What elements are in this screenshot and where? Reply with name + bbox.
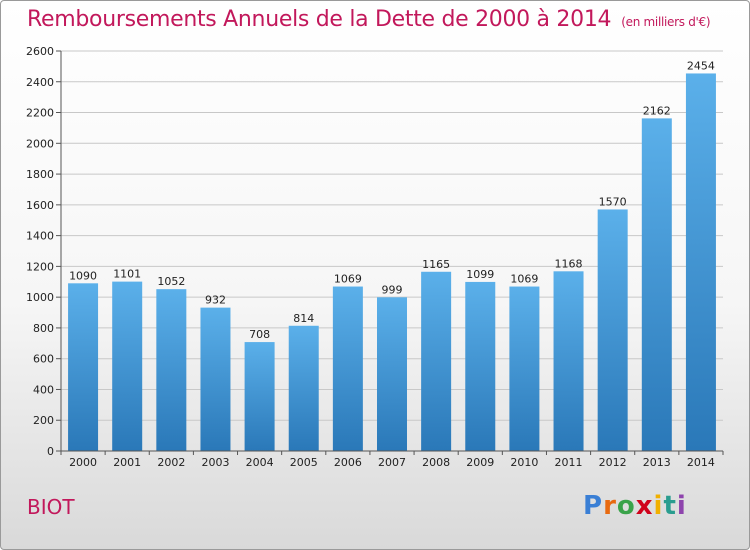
bar-value-label: 1052	[157, 275, 185, 288]
logo-letter: i	[653, 491, 664, 521]
place-name: BIOT	[27, 495, 75, 519]
bar-value-label: 1570	[599, 195, 627, 208]
chart-title-text: Remboursements Annuels de la Dette de 20…	[27, 7, 612, 32]
y-tick-label: 400	[33, 383, 54, 396]
bar	[553, 271, 584, 451]
bar-value-label: 1165	[422, 258, 450, 271]
bar	[377, 297, 407, 451]
bar-value-label: 1069	[334, 273, 362, 286]
x-axis: 2000 2001 2002 2003 2004 2005 2006 2007 2008 2009…	[60, 450, 724, 469]
bar-value-label: 1101	[113, 268, 141, 281]
y-tick-label: 2400	[26, 76, 54, 89]
bar-value-label: 999	[382, 283, 403, 296]
bar	[156, 289, 187, 451]
x-tick-label: 2006	[334, 456, 362, 469]
bar	[509, 286, 540, 451]
x-tick-label: 2000	[69, 456, 97, 469]
logo-letter: o	[616, 491, 636, 521]
logo-letter: r	[603, 491, 617, 521]
bar-value-label: 708	[249, 328, 270, 341]
y-axis: 0 200 400 600 800 1000 1200 1400 1600 1800 2000 220…	[26, 45, 62, 458]
bar-value-label: 1099	[466, 268, 494, 281]
bar	[641, 118, 672, 451]
logo-letter: P	[583, 491, 604, 521]
x-tick-label: 2004	[246, 456, 274, 469]
x-tick-label: 2011	[555, 456, 583, 469]
x-tick-label: 2014	[687, 456, 715, 469]
y-tick-label: 1800	[26, 168, 54, 181]
bar	[68, 283, 99, 451]
bar-value-label: 932	[205, 294, 226, 307]
y-tick-label: 800	[33, 322, 54, 335]
proxiti-logo: Proxiti	[583, 491, 687, 521]
bar	[200, 307, 231, 451]
logo-letter: t	[663, 491, 677, 521]
y-tick-label: 0	[47, 445, 54, 458]
x-tick-label: 2007	[378, 456, 406, 469]
logo-letter: x	[635, 491, 654, 521]
y-tick-label: 600	[33, 353, 54, 366]
chart-subtitle: (en milliers d'€)	[621, 15, 711, 29]
x-tick-label: 2013	[643, 456, 671, 469]
chart-title: Remboursements Annuels de la Dette de 20…	[27, 7, 711, 32]
bar-value-label: 2454	[687, 59, 715, 72]
bar-value-label: 1069	[510, 273, 538, 286]
bar-value-label: 1090	[69, 269, 97, 282]
bars: 1090 1101 1052 932 708 814 1069 999 1165 1099 1069…	[68, 59, 716, 451]
bar-value-label: 2162	[643, 104, 671, 117]
x-tick-label: 2002	[157, 456, 185, 469]
bar-value-label: 814	[293, 312, 314, 325]
x-tick-label: 2003	[201, 456, 229, 469]
bar	[332, 286, 363, 451]
x-tick-label: 2001	[113, 456, 141, 469]
y-tick-label: 2200	[26, 107, 54, 120]
y-tick-label: 2600	[26, 45, 54, 58]
y-tick-label: 1200	[26, 260, 54, 273]
logo-letter: i	[676, 491, 687, 521]
bar-value-label: 1168	[555, 257, 583, 270]
bar	[685, 73, 716, 451]
y-tick-label: 1400	[26, 230, 54, 243]
x-tick-label: 2010	[510, 456, 538, 469]
y-tick-label: 1600	[26, 199, 54, 212]
bar	[288, 325, 319, 451]
bar	[112, 281, 143, 451]
x-tick-label: 2008	[422, 456, 450, 469]
bar	[597, 209, 628, 451]
x-tick-label: 2012	[599, 456, 627, 469]
y-tick-label: 2000	[26, 137, 54, 150]
y-tick-label: 1000	[26, 291, 54, 304]
x-tick-label: 2005	[290, 456, 318, 469]
bar	[421, 271, 452, 451]
x-tick-label: 2009	[466, 456, 494, 469]
bar	[244, 342, 275, 451]
y-tick-label: 200	[33, 414, 54, 427]
bar	[465, 281, 496, 451]
